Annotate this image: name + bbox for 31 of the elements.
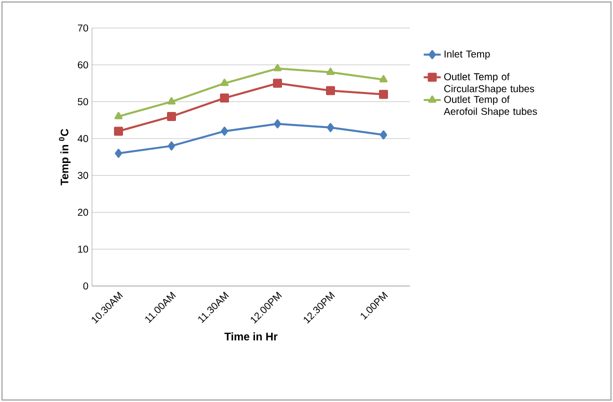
point (273, 64, 282, 72)
point (273, 78, 282, 88)
y-tick-label: 60 (78, 61, 88, 68)
legend-label: Outlet Temp of Aerofoil Shape tubes (444, 96, 537, 117)
y-tick-label: 30 (78, 172, 88, 179)
point (379, 75, 388, 82)
point (220, 94, 230, 103)
legend-label: Inlet Temp (444, 50, 490, 60)
y-tick-label: 70 (78, 24, 88, 32)
y-axis-title: Temp in $^{0}$C (58, 128, 71, 186)
point (379, 90, 388, 99)
point (114, 112, 123, 120)
point (380, 130, 388, 140)
y-tick-label: 50 (78, 98, 88, 106)
y-tick-label: 10 (78, 246, 88, 253)
point (167, 112, 176, 121)
y-tick-label: 40 (78, 135, 88, 142)
point (326, 68, 335, 75)
point (114, 126, 124, 136)
point (326, 86, 336, 96)
legend-label: Outlet Temp of CircularShape tubes (444, 72, 534, 94)
point (274, 119, 282, 128)
point (326, 123, 334, 132)
point (220, 126, 228, 136)
point (114, 148, 122, 158)
point (220, 78, 229, 86)
point (167, 97, 176, 104)
y-tick-label: 0 (83, 282, 88, 290)
y-tick-label: 20 (78, 208, 88, 216)
x-axis-title: Time in Hr (224, 332, 278, 340)
point (168, 141, 176, 150)
